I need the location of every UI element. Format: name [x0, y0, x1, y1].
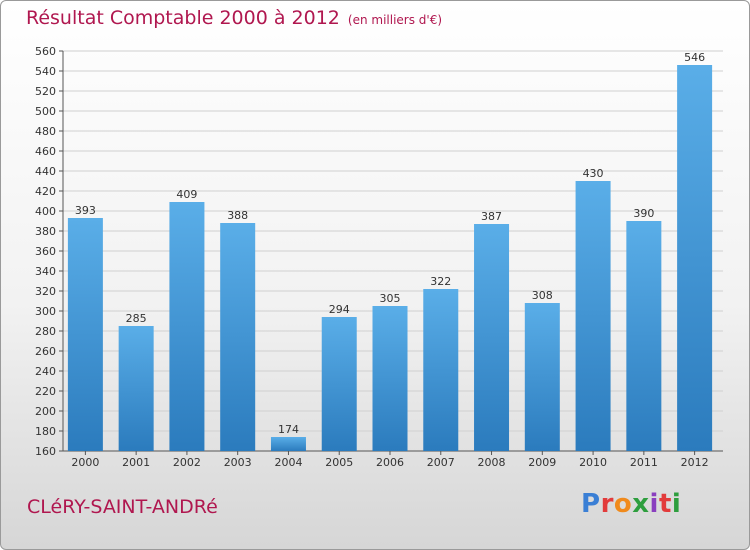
y-tick-label: 400 [35, 205, 56, 218]
proxiti-logo: Proxiti [581, 489, 681, 519]
bar-2006 [372, 306, 408, 451]
y-tick-label: 560 [35, 45, 56, 58]
y-tick-label: 360 [35, 245, 56, 258]
data-label-2011: 390 [633, 207, 654, 220]
x-tick-label-2001: 2001 [122, 456, 150, 469]
y-tick-label: 520 [35, 85, 56, 98]
logo-letter: r [600, 489, 614, 519]
logo-letter: P [581, 489, 601, 519]
bar-2004 [270, 437, 306, 451]
bar-2001 [118, 326, 154, 451]
commune-name: CLéRY-SAINT-ANDRé [27, 496, 218, 518]
logo-letter: o [613, 489, 633, 519]
bar-2009 [524, 303, 560, 451]
y-tick-label: 180 [35, 425, 56, 438]
data-label-2009: 308 [532, 289, 553, 302]
bar-2000 [67, 218, 103, 451]
bars [67, 65, 713, 451]
y-tick-label: 440 [35, 165, 56, 178]
data-label-2010: 430 [583, 167, 604, 180]
y-tick-label: 480 [35, 125, 56, 138]
logo-letter: t [658, 489, 672, 519]
x-tick-label-2002: 2002 [173, 456, 201, 469]
logo-letter: x [632, 489, 650, 519]
y-tick-label: 460 [35, 145, 56, 158]
y-tick-label: 380 [35, 225, 56, 238]
y-tick-label: 500 [35, 105, 56, 118]
bar-2007 [423, 289, 459, 451]
data-label-2012: 546 [684, 51, 705, 64]
y-tick-label: 280 [35, 325, 56, 338]
bar-2012 [677, 65, 713, 451]
data-label-2001: 285 [126, 312, 147, 325]
y-tick-label: 320 [35, 285, 56, 298]
data-label-2006: 305 [380, 292, 401, 305]
data-label-2005: 294 [329, 303, 350, 316]
x-tick-label-2010: 2010 [579, 456, 607, 469]
y-tick-label: 300 [35, 305, 56, 318]
x-tick-label-2003: 2003 [224, 456, 252, 469]
y-tick-label: 160 [35, 445, 56, 458]
data-label-2002: 409 [176, 188, 197, 201]
data-label-2000: 393 [75, 204, 96, 217]
y-tick-label: 340 [35, 265, 56, 278]
x-tick-label-2008: 2008 [478, 456, 506, 469]
bar-2002 [169, 202, 205, 451]
bar-2010 [575, 181, 611, 451]
logo-letter: i [671, 489, 682, 519]
x-tick-label-2006: 2006 [376, 456, 404, 469]
bar-2008 [474, 224, 510, 451]
bar-2005 [321, 317, 357, 451]
title-text: Résultat Comptable 2000 à 2012 [26, 7, 340, 29]
y-tick-label: 260 [35, 345, 56, 358]
data-label-2004: 174 [278, 423, 299, 436]
labels: 393 2000 285 2001 409 2002 388 2003 174 2004 294 20… [71, 51, 708, 469]
x-tick-label-2005: 2005 [325, 456, 353, 469]
x-tick-label-2011: 2011 [630, 456, 658, 469]
y-tick-label: 540 [35, 65, 56, 78]
x-tick-label-2009: 2009 [528, 456, 556, 469]
bar-2003 [220, 223, 256, 451]
y-tick-label: 200 [35, 405, 56, 418]
chart-title: Résultat Comptable 2000 à 2012 (en millie… [26, 7, 442, 29]
logo-letter: i [649, 489, 659, 519]
title-unit: (en milliers d'€) [347, 13, 443, 27]
x-tick-label-2004: 2004 [274, 456, 302, 469]
bar-2011 [626, 221, 662, 451]
data-label-2008: 387 [481, 210, 502, 223]
y-tick-label: 240 [35, 365, 56, 378]
x-tick-label-2000: 2000 [71, 456, 99, 469]
x-tick-label-2007: 2007 [427, 456, 455, 469]
x-tick-label-2012: 2012 [681, 456, 709, 469]
y-tick-label: 420 [35, 185, 56, 198]
y-tick-label: 220 [35, 385, 56, 398]
data-label-2003: 388 [227, 209, 248, 222]
data-label-2007: 322 [430, 275, 451, 288]
